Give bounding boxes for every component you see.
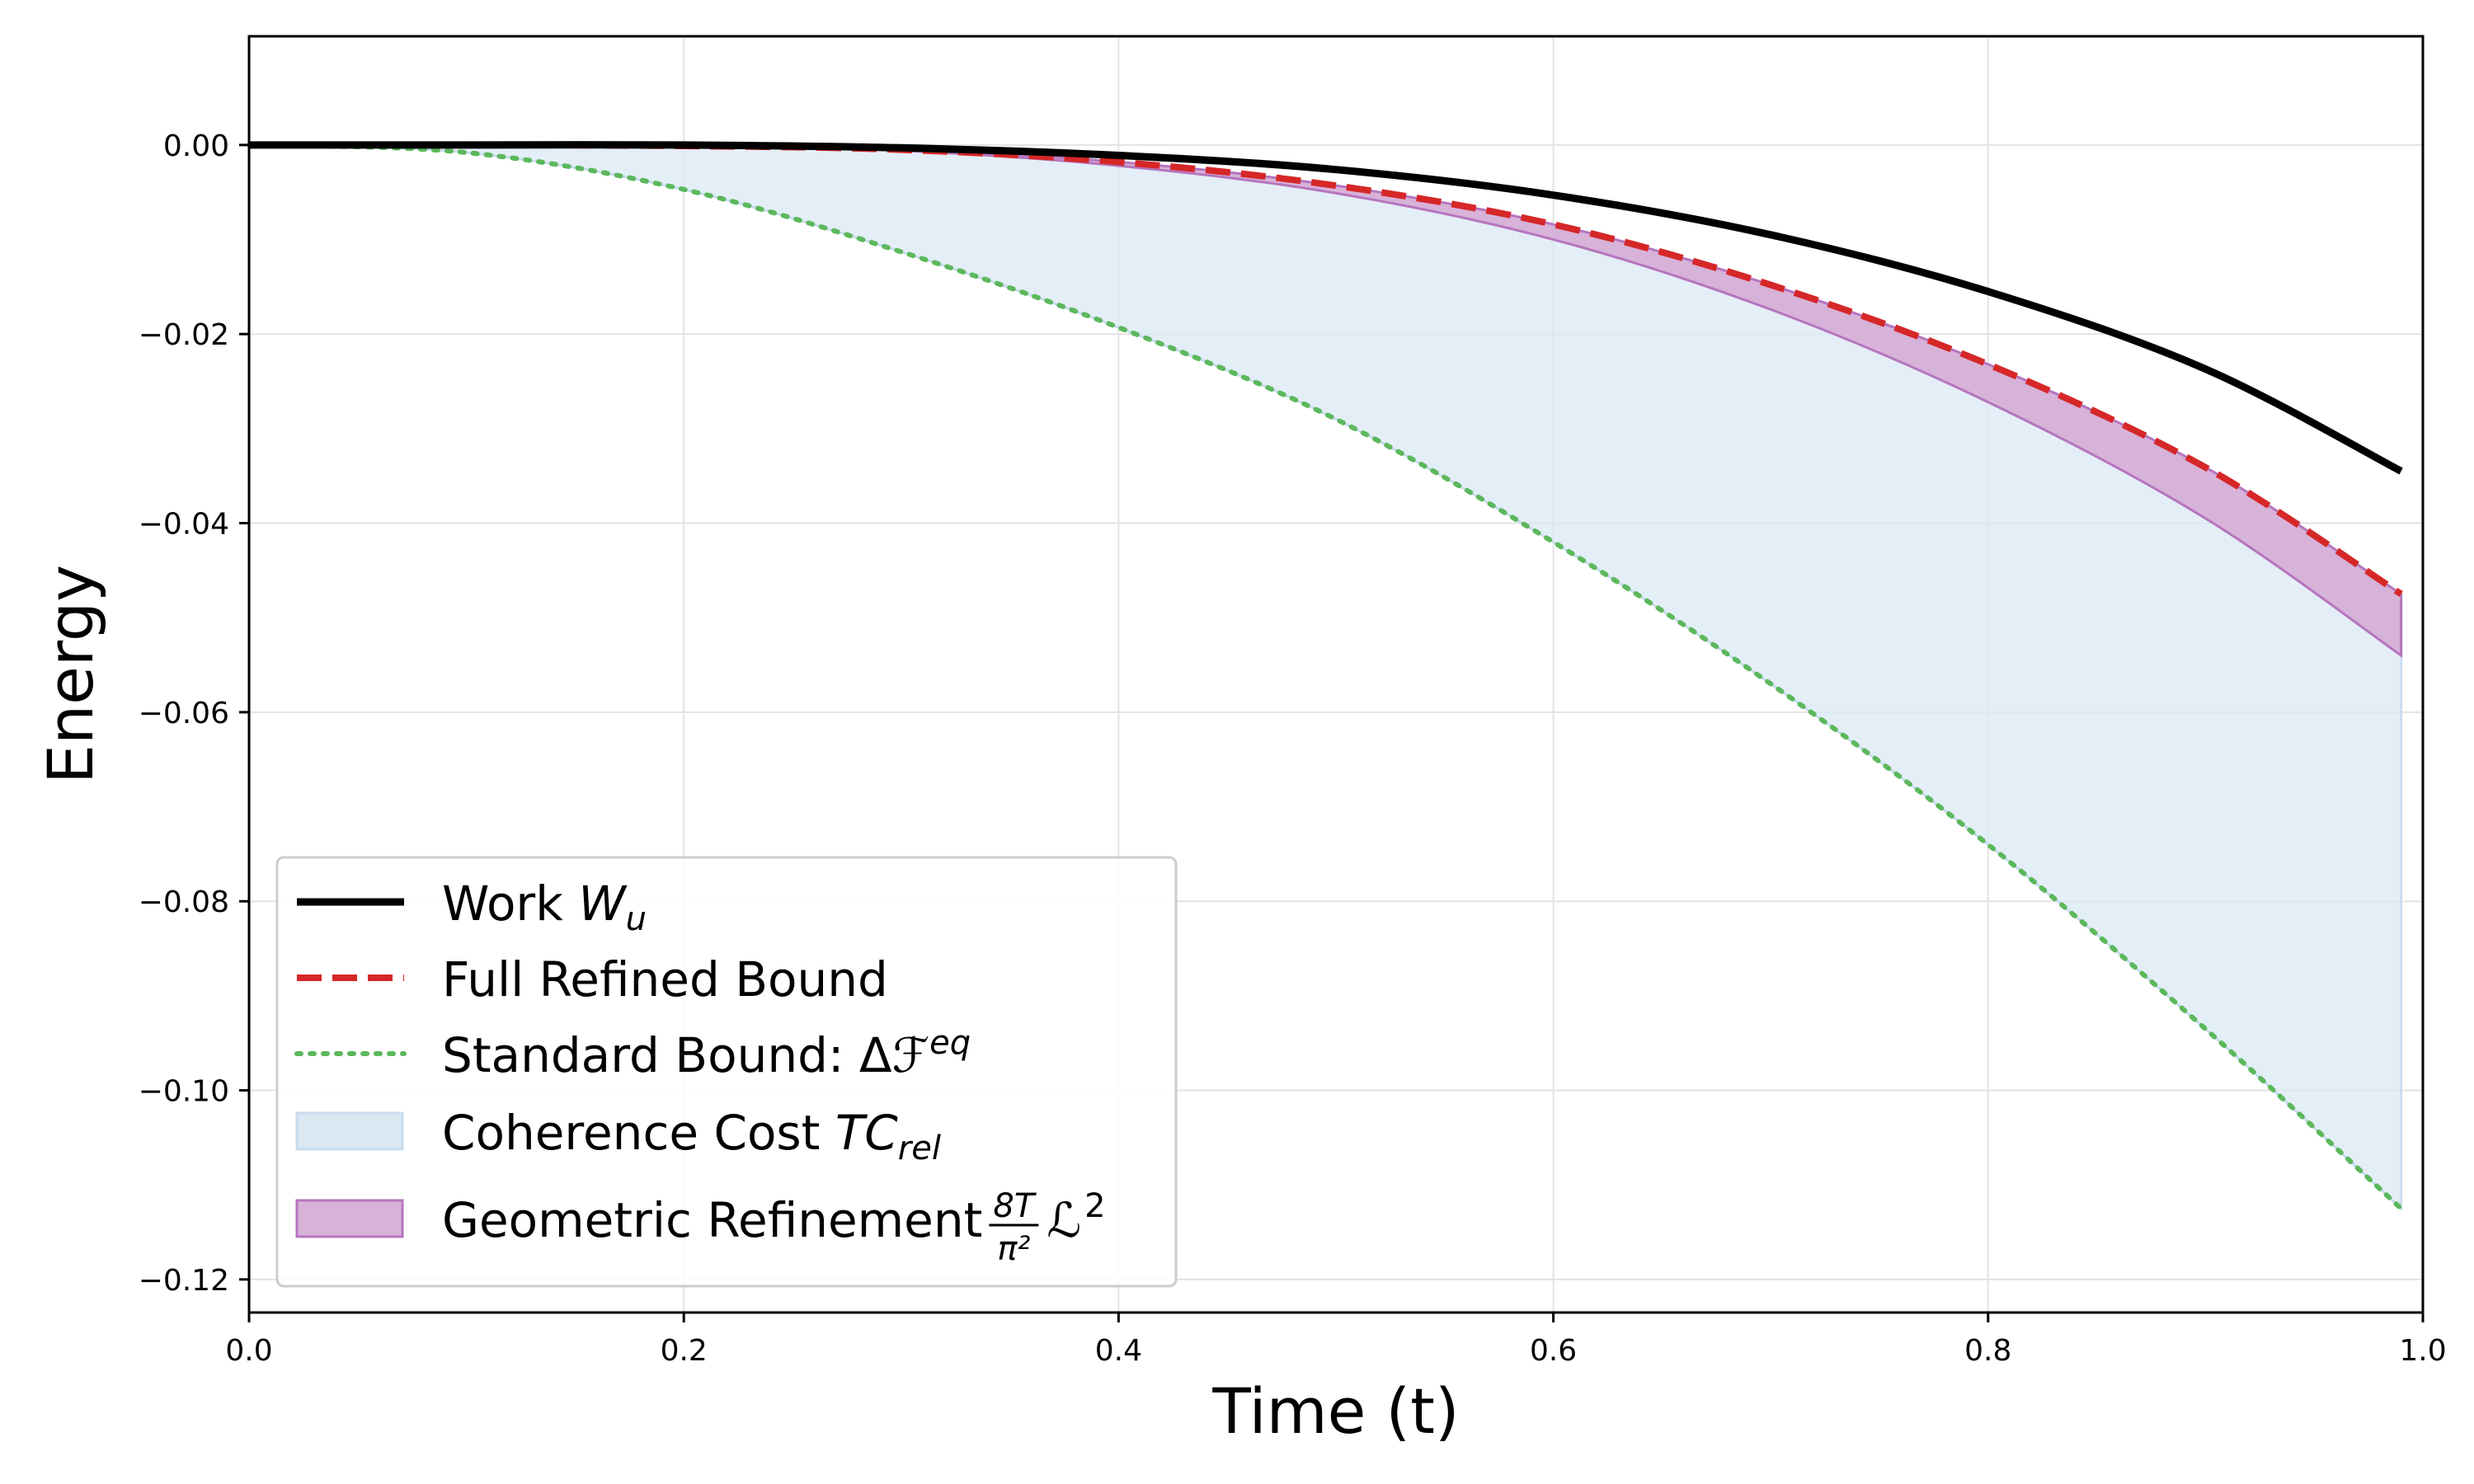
legend: Work Wu Full Refined Bound Standard Bound:… [275,856,1178,1288]
work-line [248,141,2403,475]
y-axis-ticks: 0.00 −0.02 −0.04 −0.06 −0.08 −0.10 −0.12 [139,129,249,1298]
y-tick-label: −0.02 [139,318,229,352]
plot-frame [247,35,2425,1314]
legend-work: Work Wu [297,876,647,938]
legend-box [275,856,1178,1288]
legend-geometric-refinement: Geometric Refinement 8T π² ℒ 2 [295,1187,1106,1268]
x-tick-label: 0.2 [661,1334,708,1368]
legend-math: ℒ [1047,1192,1081,1248]
legend-full-refined-bound: Full Refined Bound [297,951,888,1007]
y-tick-label: −0.12 [139,1264,229,1298]
x-tick-label: 0.8 [1964,1334,2011,1368]
y-tick-label: −0.10 [139,1075,229,1109]
legend-label: Standard Bound: Δℱeq [442,1024,971,1083]
legend-label: Full Refined Bound [442,951,888,1007]
y-tick-label: 0.00 [163,129,229,163]
y-tick-label: −0.04 [139,508,229,542]
legend-swatch [295,1199,404,1238]
legend-standard-bound: Standard Bound: Δℱeq [294,1024,971,1083]
legend-frac-denominator: π² [997,1230,1030,1268]
y-tick-label: −0.06 [139,697,229,730]
x-axis-label: Time (t) [1211,1374,1459,1448]
x-axis-ticks: 0.0 0.2 0.4 0.6 0.8 1.0 [225,1313,2447,1368]
legend-coherence-cost: Coherence Cost TCrel [295,1105,941,1167]
legend-label: Work Wu [442,876,647,938]
x-tick-label: 0.4 [1095,1334,1142,1368]
standard-bound-line [247,142,2404,1211]
legend-label: Coherence Cost TCrel [442,1105,941,1167]
x-tick-label: 0.6 [1530,1334,1577,1368]
y-axis-label: Energy [34,565,107,784]
legend-swatch [295,1111,404,1151]
series-lines [247,141,2404,1211]
legend-sup: 2 [1084,1187,1105,1225]
y-tick-label: −0.08 [139,885,229,919]
legend-label: Geometric Refinement [442,1192,982,1248]
legend-frac-numerator: 8T [993,1187,1037,1225]
x-tick-label: 0.0 [225,1334,272,1368]
x-tick-label: 1.0 [2399,1334,2446,1368]
